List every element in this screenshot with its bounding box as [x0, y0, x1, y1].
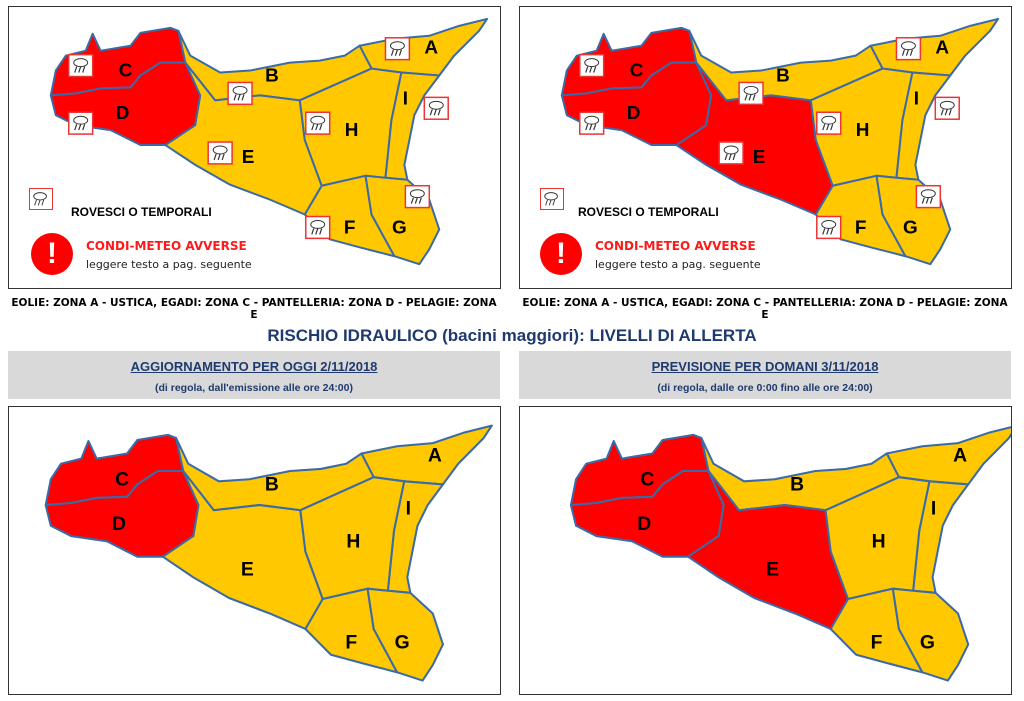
zone-label-F: F: [344, 217, 356, 238]
rain-storm-cloud-icon: [207, 141, 233, 165]
islands-note: EOLIE: ZONA A - USTICA, EGADI: ZONA C - …: [522, 297, 1008, 321]
rain-storm-cloud-icon: [305, 215, 331, 240]
rain-storm-cloud-icon: [895, 37, 922, 61]
zone-label-B: B: [776, 65, 790, 86]
rain-storm-cloud-icon: [384, 37, 411, 61]
alert-exclamation-icon: !: [540, 233, 582, 275]
zone-label-G: G: [395, 631, 410, 653]
legend-alert-title: CONDI-METEO AVVERSE: [595, 239, 756, 253]
alert-exclamation-icon: !: [31, 233, 73, 275]
zone-label-A: A: [424, 38, 438, 59]
hydraulic-risk-title: RISCHIO IDRAULICO (bacini maggiori): LIV…: [267, 326, 757, 345]
zone-I: [386, 480, 444, 594]
zone-A: [869, 17, 1000, 77]
rain-storm-cloud-icon: [915, 184, 942, 209]
zone-label-H: H: [872, 530, 886, 552]
zone-label-B: B: [265, 65, 279, 86]
zone-label-B: B: [265, 474, 279, 496]
zone-label-E: E: [242, 147, 255, 168]
zone-label-D: D: [627, 103, 641, 124]
zone-I: [912, 480, 970, 594]
zone-label-C: C: [115, 468, 129, 490]
zone-label-D: D: [637, 513, 651, 535]
zone-label-F: F: [855, 217, 867, 238]
zone-I: [895, 71, 952, 181]
zone-A: [358, 17, 489, 77]
sicily-map: A B CD E H I F G: [560, 17, 1000, 266]
zone-G: [891, 587, 970, 682]
zone-label-D: D: [112, 513, 126, 535]
zone-label-G: G: [392, 217, 407, 238]
rain-storm-cloud-icon: [816, 111, 842, 135]
today-header: AGGIORNAMENTO PER OGGI 2/11/2018 (di reg…: [8, 351, 500, 399]
sicily-map: A B C D E H I F G: [569, 426, 1011, 682]
legend-alert-title: CONDI-METEO AVVERSE: [86, 239, 247, 253]
rain-storm-cloud-icon: [816, 215, 842, 240]
rain-storm-cloud-icon: [579, 111, 605, 135]
zone-E: [161, 469, 324, 630]
rain-storm-cloud-icon: [227, 81, 253, 106]
zone-A: [360, 424, 493, 486]
tomorrow-subheading: (di regola, dalle ore 0:00 fino alle ore…: [657, 382, 873, 394]
zone-E: [164, 61, 323, 216]
zone-label-H: H: [345, 120, 359, 141]
rain-storm-cloud-icon: [934, 96, 960, 120]
rain-storm-cloud-icon: [718, 141, 744, 165]
zone-label-E: E: [753, 147, 766, 168]
zone-label-C: C: [640, 468, 654, 490]
zone-label-H: H: [856, 120, 870, 141]
zone-label-C: C: [630, 61, 644, 82]
zone-label-B: B: [790, 474, 804, 496]
map-panel-hydraulic-today: A B C D E H I F G: [8, 406, 501, 695]
legend-storms-label: ROVESCI O TEMPORALI: [71, 205, 212, 219]
zone-I: [384, 71, 441, 181]
map-panel-hydraulic-tomorrow: A B C D E H I F G: [519, 406, 1012, 695]
legend-alert-subtitle: leggere testo a pag. seguente: [595, 258, 761, 271]
zone-label-I: I: [406, 497, 411, 519]
zone-label-G: G: [903, 217, 918, 238]
sicily-map: A B CD E H I F G: [49, 17, 489, 266]
rain-storm-cloud-icon: [404, 184, 431, 209]
zone-E: [675, 61, 834, 216]
zone-label-A: A: [428, 445, 442, 467]
rain-storm-cloud-icon: [68, 111, 94, 135]
today-heading: AGGIORNAMENTO PER OGGI 2/11/2018: [130, 359, 378, 374]
zone-E: [687, 469, 850, 630]
zone-label-A: A: [935, 38, 949, 59]
zone-label-I: I: [403, 88, 408, 109]
rain-storm-cloud-icon: [68, 53, 94, 78]
legend-storms-label: ROVESCI O TEMPORALI: [578, 205, 719, 219]
rain-storm-cloud-icon: [540, 188, 564, 210]
today-subheading: (di regola, dall'emissione alle ore 24:0…: [155, 382, 353, 394]
rain-storm-cloud-icon: [738, 81, 764, 106]
rain-storm-cloud-icon: [423, 96, 449, 120]
rain-storm-cloud-icon: [579, 53, 605, 78]
zone-label-C: C: [119, 61, 133, 82]
legend-alert-subtitle: leggere testo a pag. seguente: [86, 258, 252, 271]
tomorrow-header: PREVISIONE PER DOMANI 3/11/2018 (di rego…: [519, 351, 1011, 399]
rain-storm-cloud-icon: [305, 111, 331, 135]
zone-label-I: I: [931, 497, 936, 519]
zone-label-H: H: [346, 530, 360, 552]
zone-label-E: E: [241, 558, 254, 580]
zone-label-D: D: [116, 103, 130, 124]
zone-G: [366, 587, 444, 682]
tomorrow-heading: PREVISIONE PER DOMANI 3/11/2018: [651, 359, 879, 374]
rain-storm-cloud-icon: [29, 188, 53, 210]
sicily-map: A B C D E H I F G: [44, 424, 493, 682]
zone-label-A: A: [953, 445, 967, 467]
zone-label-F: F: [345, 631, 357, 653]
zone-A: [885, 426, 1011, 486]
zone-label-F: F: [871, 631, 883, 653]
zone-label-I: I: [914, 88, 919, 109]
islands-note: EOLIE: ZONA A - USTICA, EGADI: ZONA C - …: [11, 297, 497, 321]
zone-label-G: G: [920, 631, 935, 653]
zone-label-E: E: [766, 558, 779, 580]
